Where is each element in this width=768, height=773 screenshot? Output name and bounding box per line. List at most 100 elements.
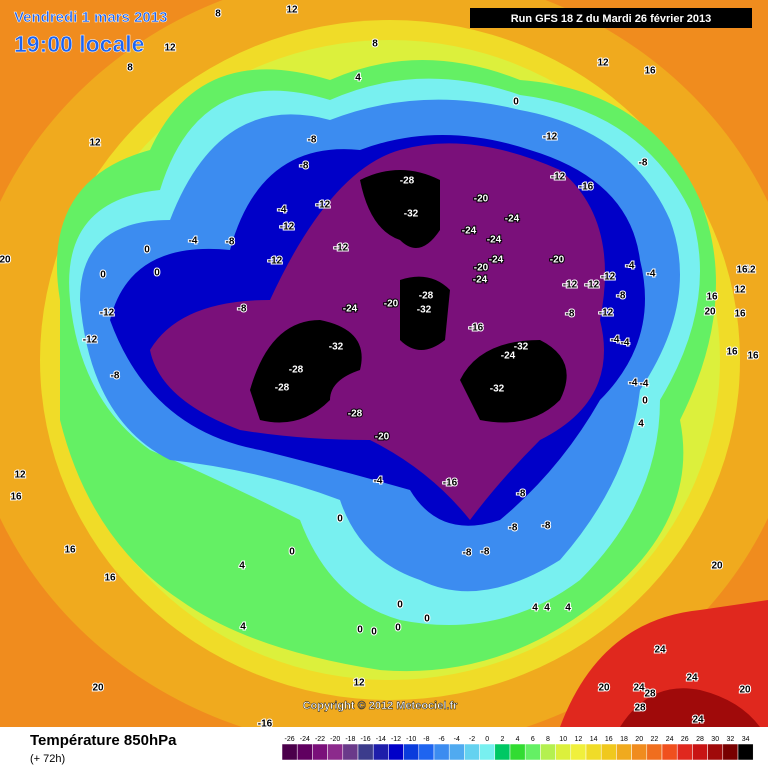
contour-label: 0 xyxy=(154,268,160,279)
contour-label: -20 xyxy=(550,255,565,266)
contour-label: -28 xyxy=(348,409,363,420)
contour-label: -8 xyxy=(639,158,648,169)
contour-label: -12 xyxy=(543,132,558,143)
colorbar-tick-label: 8 xyxy=(546,736,550,743)
colorbar-tick-label: -22 xyxy=(315,736,325,743)
time: 19:00 locale xyxy=(14,31,144,57)
contour-label: 20 xyxy=(711,561,723,572)
contour-label: 12 xyxy=(734,285,746,296)
copyright: Copyright © 2012 Meteociel.fr xyxy=(303,700,459,712)
contour-label: 4 xyxy=(355,73,361,84)
contour-label: -8 xyxy=(238,304,247,315)
zone-hot xyxy=(620,688,760,727)
cold-core xyxy=(400,276,450,350)
contour-label: 4 xyxy=(532,603,538,614)
contour-label: 4 xyxy=(240,622,246,633)
field-title: Température 850hPa xyxy=(30,732,177,749)
contour-label: 24 xyxy=(692,715,704,726)
contour-label: -12 xyxy=(563,280,578,291)
run-box xyxy=(470,8,752,28)
colorbar-swatch xyxy=(312,743,328,761)
colorbar-swatch xyxy=(570,743,587,761)
contour-label: 24 xyxy=(686,673,698,684)
contour-label: 16 xyxy=(64,545,76,556)
contour-label: -24 xyxy=(487,235,502,246)
contour-label: -24 xyxy=(501,351,516,362)
contour-label: 24 xyxy=(654,645,666,656)
contour-label: 16 xyxy=(10,492,22,503)
colorbar-swatch xyxy=(357,743,374,761)
contour-label: -8 xyxy=(300,161,309,172)
colorbar-swatch xyxy=(540,743,556,761)
colorbar-tick-label: -14 xyxy=(376,736,386,743)
colorbar-tick-label: 4 xyxy=(516,736,520,743)
colorbar-tick-label: 28 xyxy=(696,736,704,743)
colorbar-swatch xyxy=(433,743,450,761)
cold-core xyxy=(460,340,567,423)
contour-label: -8 xyxy=(481,547,490,558)
contour-label: 16 xyxy=(726,347,738,358)
contour-label: 0 xyxy=(144,245,150,256)
colorbar-swatch xyxy=(616,743,632,761)
colorbar-swatch xyxy=(403,743,420,761)
contour-label: 8 xyxy=(372,39,378,50)
contour-label: -24 xyxy=(505,214,520,225)
cold-core xyxy=(250,320,362,423)
contour-label: -28 xyxy=(275,383,290,394)
contour-label: -28 xyxy=(419,291,434,302)
lead-time: (+ 72h) xyxy=(30,753,65,765)
contour-label: -12 xyxy=(601,272,616,283)
contour-label: -4 xyxy=(647,269,656,280)
colorbar-swatch xyxy=(692,743,708,761)
contour-label: 20 xyxy=(92,683,104,694)
contour-label: -28 xyxy=(289,365,304,376)
contour-label: 4 xyxy=(638,419,644,430)
colorbar-tick-label: 32 xyxy=(727,736,735,743)
zone-minus-22 xyxy=(150,143,605,521)
contour-label: -8 xyxy=(226,237,235,248)
colorbar-tick-label: 20 xyxy=(635,736,643,743)
colorbar-tick-label: -10 xyxy=(406,736,416,743)
colorbar-tick-label: 18 xyxy=(620,736,628,743)
contour-label: 0 xyxy=(337,514,343,525)
contour-label: -32 xyxy=(404,209,419,220)
contour-label: 20 xyxy=(598,683,610,694)
contour-label: -4 xyxy=(640,379,649,390)
colorbar-swatch xyxy=(737,743,754,761)
contour-label: 16 xyxy=(734,309,746,320)
colorbar-swatch xyxy=(464,743,480,761)
colorbar-tick-label: -26 xyxy=(285,736,295,743)
colorbar-tick-label: 34 xyxy=(742,736,750,743)
contour-label: -4 xyxy=(629,378,638,389)
contour-label: -8 xyxy=(542,521,551,532)
contour-label: 0 xyxy=(642,396,648,407)
colorbar-tick-label: 10 xyxy=(559,736,567,743)
contour-label: 12 xyxy=(597,58,609,69)
contour-label: -8 xyxy=(308,135,317,146)
contour-label: -32 xyxy=(490,384,505,395)
contour-label: -8 xyxy=(509,523,518,534)
colorbar-tick-label: -12 xyxy=(391,736,401,743)
contour-label: 0 xyxy=(371,627,377,638)
colorbar-tick-label: -4 xyxy=(454,736,460,743)
colorbar-swatch xyxy=(494,743,511,761)
contour-label: 16 xyxy=(736,265,748,276)
date: Vendredi 1 mars 2013 xyxy=(14,9,167,26)
contour-label: 12 xyxy=(164,43,176,54)
contour-label: 12 xyxy=(744,265,756,276)
contour-label: -20 xyxy=(474,194,489,205)
contour-label: -12 xyxy=(268,256,283,267)
contour-label: -8 xyxy=(617,291,626,302)
contour-label: -12 xyxy=(100,308,115,319)
contour-label: -8 xyxy=(463,548,472,559)
contour-label: -4 xyxy=(626,261,635,272)
colorbar-swatch xyxy=(479,743,496,761)
colorbar-tick-label: -6 xyxy=(438,736,444,743)
contour-label: 16 xyxy=(644,66,656,77)
contour-label: 12 xyxy=(14,470,26,481)
contour-label: 20 xyxy=(0,255,11,266)
contour-label: 20 xyxy=(739,685,751,696)
contour-label: -16 xyxy=(443,478,458,489)
colorbar-swatch xyxy=(327,743,344,761)
contour-label: -32 xyxy=(329,342,344,353)
